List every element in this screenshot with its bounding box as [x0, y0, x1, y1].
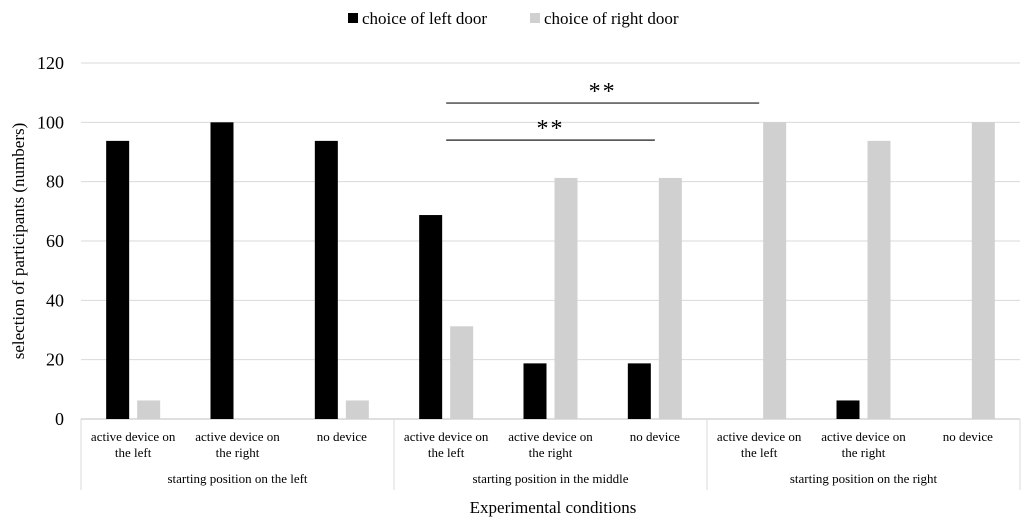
x-group-label: starting position on the right — [790, 471, 938, 486]
bar — [971, 122, 995, 419]
bar — [106, 140, 130, 419]
x-category-label: no device — [943, 429, 993, 444]
bar — [658, 177, 682, 419]
x-category-label: the right — [842, 445, 886, 460]
x-category-label: the left — [741, 445, 778, 460]
y-tick-label: 0 — [55, 409, 64, 429]
x-axis-title: Experimental conditions — [470, 498, 637, 517]
bar — [419, 215, 443, 419]
y-tick-label: 80 — [46, 172, 64, 192]
legend-swatch — [530, 13, 540, 23]
legend-label: choice of left door — [362, 9, 487, 28]
y-tick-label: 120 — [37, 53, 64, 73]
y-axis-ticks: 0 20 40 60 80 100 120 — [37, 53, 64, 429]
y-tick-label: 40 — [46, 290, 64, 310]
x-category-label: active device on — [508, 429, 593, 444]
significance-annotations: ** ** — [446, 79, 760, 142]
legend: choice of left door choice of right door — [348, 9, 679, 28]
bar — [345, 400, 369, 419]
x-category-label: active device on — [821, 429, 906, 444]
x-category-label: active device on — [717, 429, 802, 444]
bar — [523, 363, 547, 419]
x-category-label: no device — [317, 429, 367, 444]
bar — [836, 400, 860, 419]
x-category-label: the right — [529, 445, 573, 460]
y-tick-label: 60 — [46, 231, 64, 251]
x-category-label: active device on — [195, 429, 280, 444]
y-axis-title: selection of participants (numbers) — [9, 123, 28, 360]
x-category-label: the left — [115, 445, 152, 460]
bar — [627, 363, 651, 419]
x-group-label: starting position on the left — [167, 471, 307, 486]
bar — [554, 177, 578, 419]
bar — [867, 140, 891, 419]
significance-marker: ** — [537, 116, 565, 142]
bar — [314, 140, 338, 419]
x-category-label: no device — [630, 429, 680, 444]
legend-swatch — [348, 13, 358, 23]
x-category-label: the left — [428, 445, 465, 460]
x-category-label: active device on — [404, 429, 489, 444]
y-tick-label: 100 — [37, 112, 64, 132]
bar — [210, 122, 234, 419]
x-category-label: the right — [216, 445, 260, 460]
bar — [450, 326, 474, 419]
legend-label: choice of right door — [544, 9, 679, 28]
bar — [137, 400, 161, 419]
bars — [106, 122, 995, 419]
gridlines — [81, 62, 1020, 420]
y-tick-label: 20 — [46, 350, 64, 370]
bar — [763, 122, 787, 419]
significance-marker: ** — [589, 79, 617, 105]
x-group-label: starting position in the middle — [473, 471, 629, 486]
x-category-label: active device on — [91, 429, 176, 444]
